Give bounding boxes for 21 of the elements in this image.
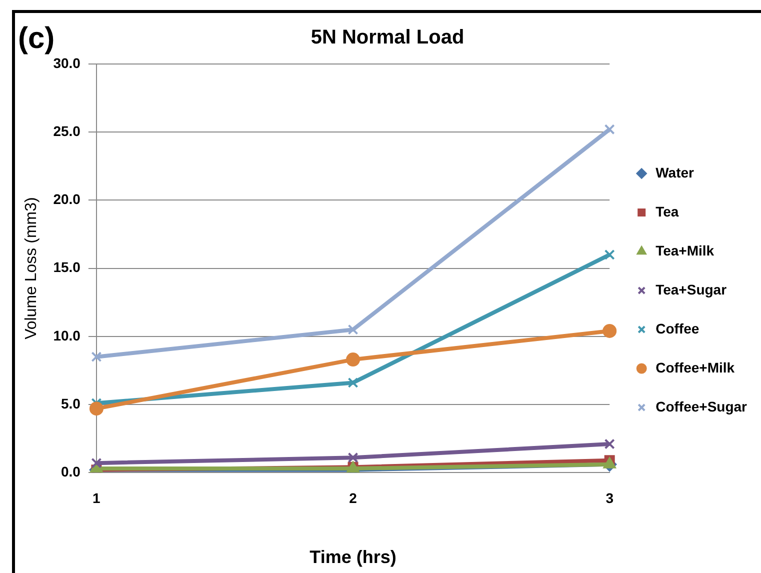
chart-title: 5N Normal Load [310,26,464,49]
legend-label: Coffee+Sugar [656,398,748,414]
y-tick-label: 5.0 [60,395,81,412]
x-tick-label: 2 [349,490,358,506]
y-tick-label: 0.0 [60,463,81,480]
y-tick-label: 30.0 [53,54,81,71]
legend-label: Tea [656,203,679,220]
legend-label: Coffee+Milk [656,359,735,376]
x-tick-label: 3 [606,490,614,506]
text: (c) [18,22,55,56]
y-tick-label: 10.0 [53,327,81,344]
y-tick-label: 15.0 [53,259,81,276]
y-tick-label: 25.0 [53,122,81,139]
legend-label: Tea+Sugar [656,281,728,298]
legend-label: Coffee [656,320,700,336]
legend-label: Water [656,164,695,180]
x-tick-label: 1 [92,490,101,506]
y-axis-title: Volume Loss (mm3) [23,197,40,340]
legend-label: Tea+Milk [656,242,714,258]
x-axis-title: Time (hrs) [310,547,396,568]
y-tick-label: 20.0 [53,191,81,208]
